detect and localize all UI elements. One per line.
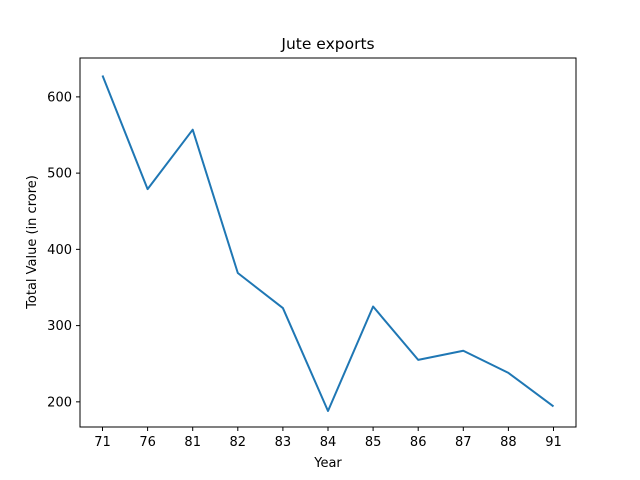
y-tick-label: 200 (47, 395, 72, 410)
y-tick-label: 600 (47, 90, 72, 105)
x-axis-ticks: 71 76 81 82 83 84 85 86 87 88 91 (94, 427, 562, 450)
x-tick-label: 91 (545, 435, 562, 450)
x-tick-label: 82 (230, 435, 247, 450)
x-tick-label: 87 (455, 435, 472, 450)
x-tick-label: 76 (139, 435, 156, 450)
y-tick-label: 500 (47, 167, 72, 182)
y-tick-label: 300 (47, 319, 72, 334)
chart-title: Jute exports (280, 35, 374, 53)
y-axis-label: Total Value (in crore) (25, 175, 40, 310)
series-line-0 (101, 75, 555, 412)
x-tick-label: 86 (410, 435, 427, 450)
x-tick-label: 85 (365, 435, 382, 450)
x-axis-label: Year (313, 456, 342, 471)
x-tick-label: 88 (500, 435, 517, 450)
y-axis-ticks: 200 300 400 500 600 (47, 90, 80, 410)
y-tick-label: 400 (47, 243, 72, 258)
x-tick-label: 83 (275, 435, 292, 450)
x-tick-label: 71 (94, 435, 111, 450)
x-tick-label: 81 (184, 435, 201, 450)
x-tick-label: 84 (320, 435, 337, 450)
